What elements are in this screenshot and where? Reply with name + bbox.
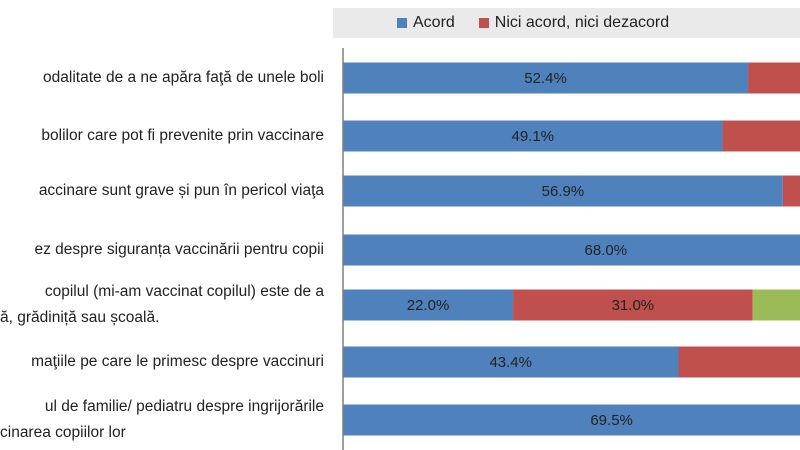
data-label-acord-5: 43.4% <box>489 354 532 371</box>
legend-label-acord: Acord <box>413 14 455 31</box>
data-label-neutru-4: 31.0% <box>612 297 655 314</box>
data-label-acord-4: 22.0% <box>407 297 450 314</box>
bar-neutru-1 <box>722 120 800 152</box>
bar-acord-6 <box>343 404 800 436</box>
legend-swatch-acord <box>397 18 407 28</box>
data-label-acord-0: 52.4% <box>524 70 567 87</box>
data-label-acord-6: 69.5% <box>590 412 633 429</box>
legend-label-neutru: Nici acord, nici dezacord <box>494 14 670 31</box>
bar-neutru-0 <box>748 62 800 94</box>
category-label-6-line-0: ul de familie/ pediatru despre ingrijoră… <box>44 398 324 415</box>
legend-item-neutru: Nici acord, nici dezacord <box>478 14 670 32</box>
bar-acord-3 <box>343 234 800 266</box>
data-label-acord-2: 56.9% <box>542 183 585 200</box>
data-label-acord-3: 68.0% <box>585 242 628 259</box>
category-label-4-line-1: ă, grădiniță sau școală. <box>0 309 160 326</box>
bar-dezacord-4 <box>752 289 800 321</box>
bar-neutru-4 <box>513 289 753 321</box>
bar-acord-1 <box>343 120 723 152</box>
category-label-2: accinare sunt grave și pun în pericol vi… <box>38 182 324 199</box>
category-label-6-line-1: cinarea copiilor lor <box>0 424 126 441</box>
category-label-3: ez despre siguranța vaccinării pentru co… <box>34 241 325 258</box>
legend-swatch-neutru <box>478 18 489 28</box>
legend-item-acord: Acord <box>397 14 455 32</box>
bar-neutru-2 <box>782 175 800 207</box>
bar-acord-5 <box>343 346 679 378</box>
bar-neutru-5 <box>678 346 800 378</box>
category-labels: odalitate de a ne apăra faţă de unele bo… <box>0 0 330 450</box>
category-label-4-line-0: copilul (mi-am vaccinat copilul) este de… <box>44 283 324 300</box>
bar-acord-0 <box>343 62 749 94</box>
category-label-5: maţiile pe care le primesc despre vaccin… <box>31 353 324 370</box>
bar-acord-2 <box>343 175 783 207</box>
category-label-0: odalitate de a ne apăra faţă de unele bo… <box>43 69 324 86</box>
bar-acord-4 <box>343 289 514 321</box>
category-label-1: bolilor care pot fi prevenite prin vacci… <box>41 127 324 144</box>
chart-legend: Acord Nici acord, nici dezacord <box>333 8 800 38</box>
data-label-acord-1: 49.1% <box>511 128 554 145</box>
